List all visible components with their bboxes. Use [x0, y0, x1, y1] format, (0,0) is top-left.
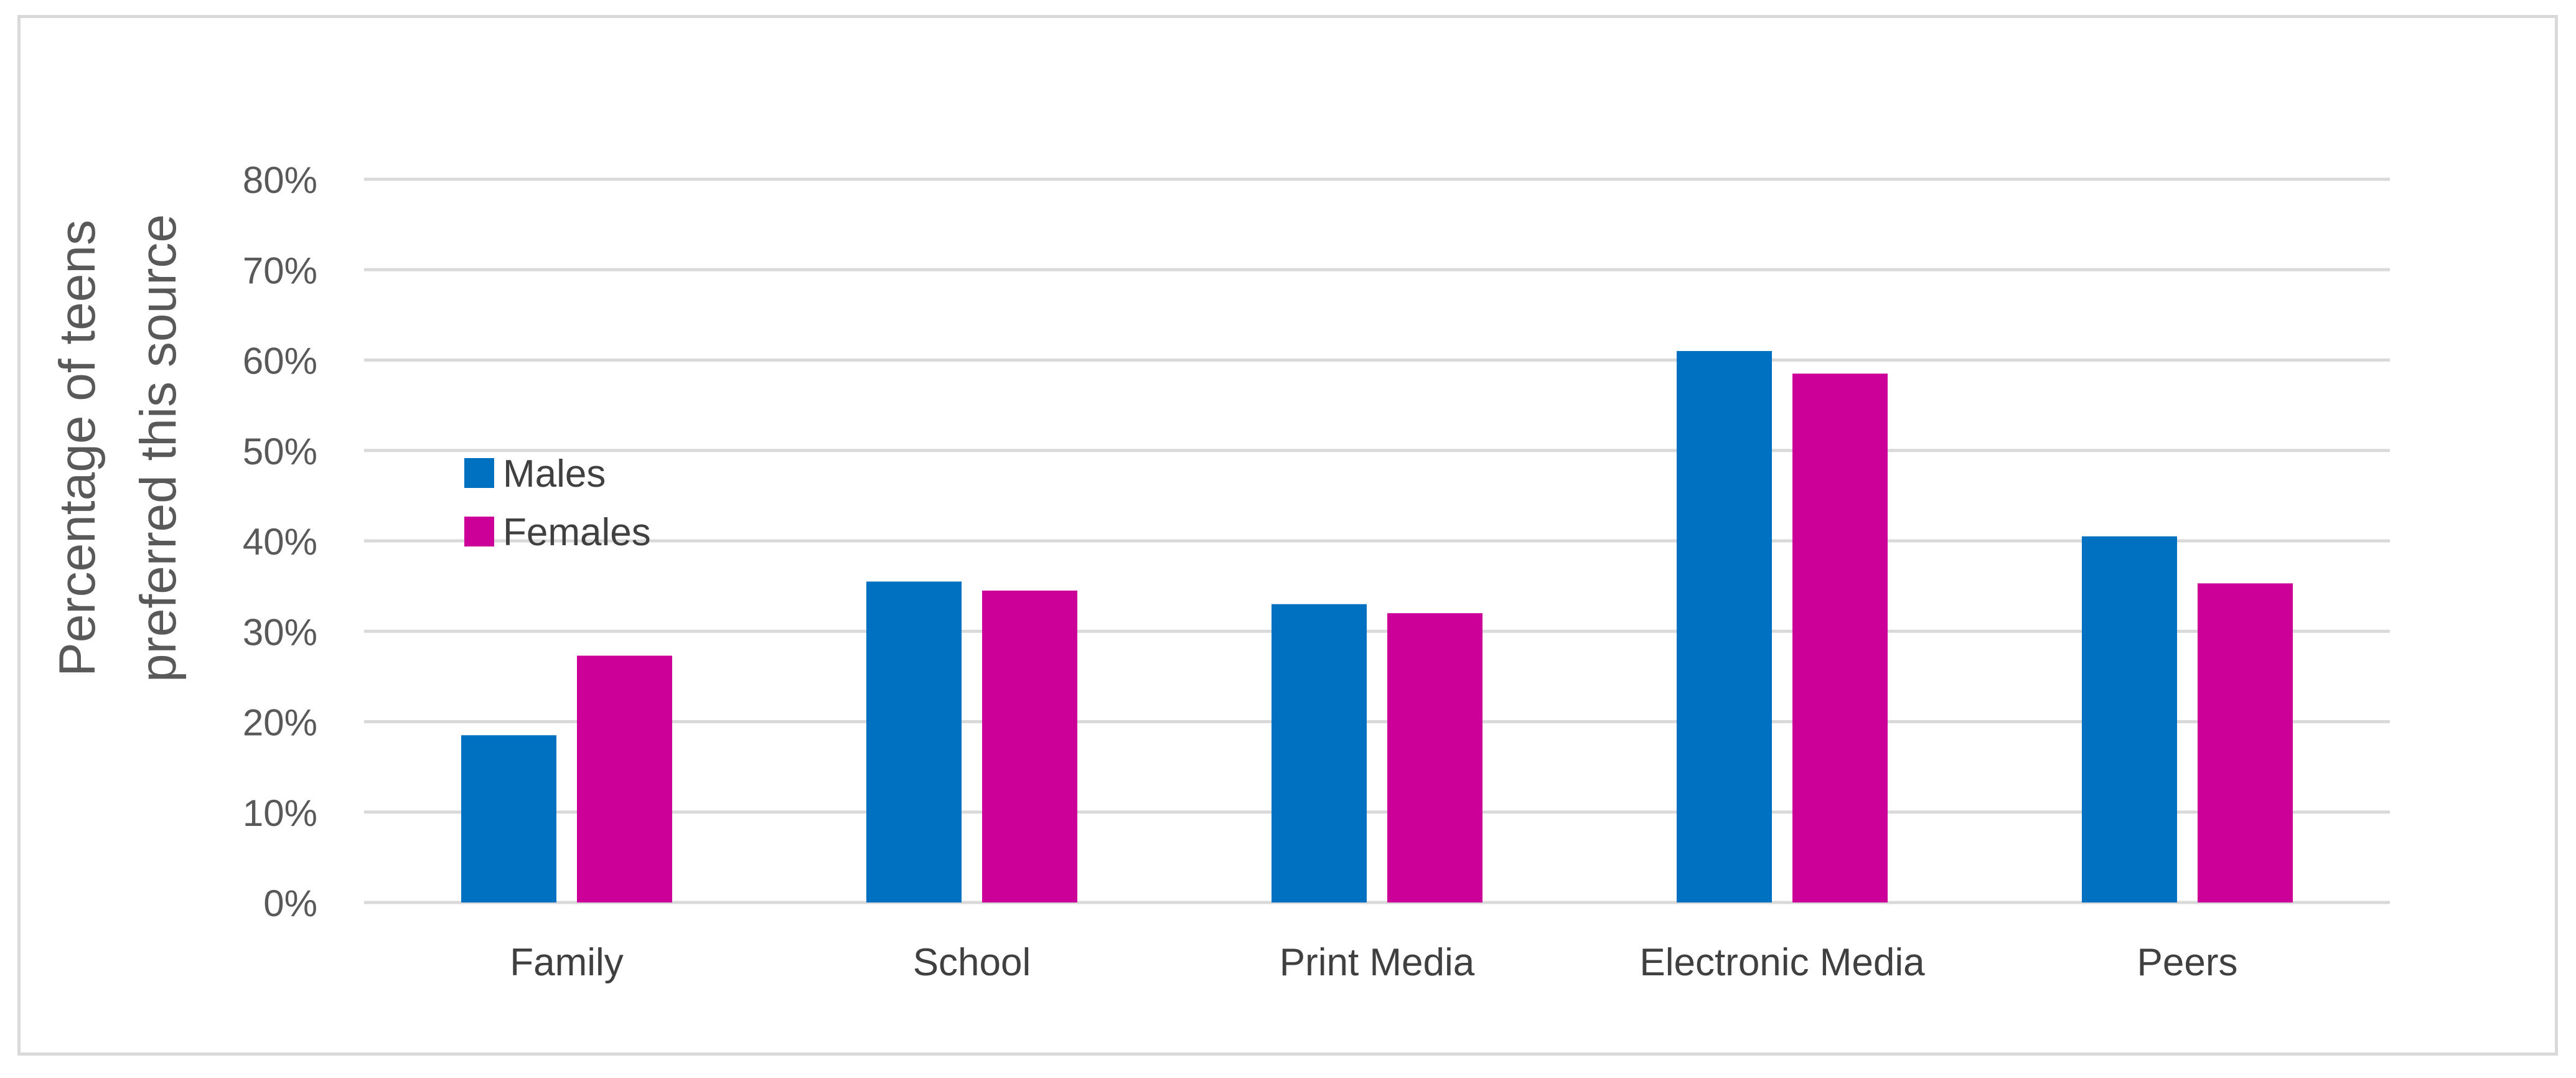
bar-males-electronic-media [1677, 350, 1772, 902]
y-axis-ticks: 0% 10% 20% 30% 40% 50% 60% 70% 80% [243, 159, 317, 924]
bar-males-print-media [1272, 604, 1367, 902]
y-axis-label-line-1: Percentage of teens [49, 220, 106, 677]
bar-females-print-media [1387, 613, 1482, 902]
x-tick-label: Print Media [1280, 941, 1475, 984]
legend-label-females: Females [503, 511, 651, 554]
y-tick-label: 30% [243, 611, 317, 653]
y-tick-label: 20% [243, 702, 317, 744]
bar-males-school [866, 581, 962, 902]
legend-swatch-females [464, 517, 494, 546]
y-tick-label: 10% [243, 792, 317, 834]
x-tick-label: Electronic Media [1639, 941, 1925, 984]
x-axis-ticks: Family School Print Media Electronic Media P… [510, 941, 2237, 984]
legend-swatch-males [464, 458, 494, 488]
x-tick-label: School [913, 941, 1031, 984]
bar-females-family [577, 655, 672, 902]
y-axis-label-line-2: preferred this source [130, 214, 187, 682]
y-tick-label: 70% [243, 250, 317, 291]
y-tick-label: 60% [243, 340, 317, 382]
y-tick-label: 40% [243, 521, 317, 563]
legend: Males Females [464, 452, 651, 554]
y-axis-label: Percentage of teens preferred this sourc… [49, 214, 187, 682]
y-tick-label: 80% [243, 159, 317, 201]
bar-females-school [982, 590, 1077, 902]
gridlines [364, 177, 2390, 904]
x-tick-label: Peers [2137, 941, 2238, 984]
legend-label-males: Males [503, 452, 606, 495]
bars [461, 350, 2293, 902]
bar-females-peers [2198, 583, 2293, 902]
y-tick-label: 50% [243, 431, 317, 472]
x-tick-label: Family [510, 941, 624, 984]
y-tick-label: 0% [263, 883, 317, 924]
bar-males-family [461, 735, 556, 902]
bar-males-peers [2082, 536, 2177, 902]
bar-females-electronic-media [1792, 373, 1888, 902]
